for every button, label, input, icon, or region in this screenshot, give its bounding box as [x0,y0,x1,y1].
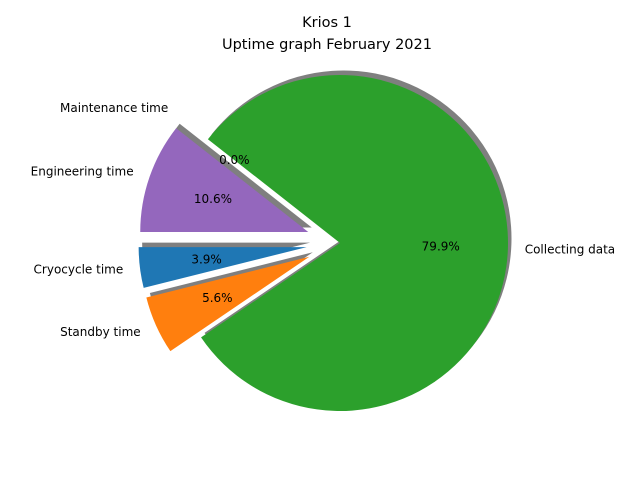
pie-slice-cryocycle-time [138,247,307,288]
pie-slice-collecting-data [201,74,509,411]
pie-slice-standby-time [146,256,310,352]
slice-percent-maintenance-time: 0.0% [219,153,250,167]
pie-labels: Cryocycle time 3.9% Standby time 5.6% Collec… [31,101,616,339]
pie-slice-engineering-time [140,128,309,233]
slice-percent-engineering-time: 10.6% [194,192,232,206]
slice-label-collecting-data: Collecting data [525,242,615,256]
chart-subtitle: Uptime graph February 2021 [222,37,432,53]
slice-label-engineering-time: Engineering time [31,165,134,179]
slice-label-cryocycle-time: Cryocycle time [34,263,124,277]
slice-label-maintenance-time: Maintenance time [60,101,168,115]
pie-wedges [138,74,509,411]
slice-label-standby-time: Standby time [60,325,141,339]
slice-percent-standby-time: 5.6% [202,291,233,305]
chart-title: Krios 1 [302,15,352,31]
slice-percent-collecting-data: 79.9% [422,239,460,253]
slice-percent-cryocycle-time: 3.9% [191,252,222,266]
